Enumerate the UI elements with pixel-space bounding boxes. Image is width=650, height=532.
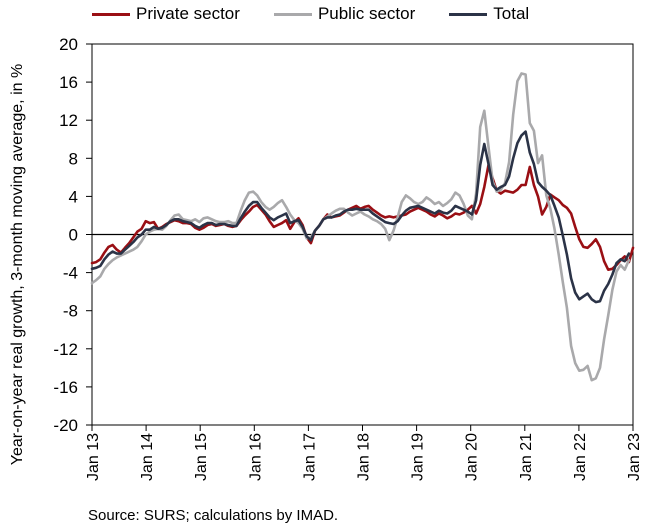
- x-tick-label: Jan 22: [572, 433, 589, 481]
- y-tick-label: 20: [59, 35, 78, 54]
- legend-swatch-total: [449, 12, 488, 16]
- legend-label-public-sector: Public sector: [317, 4, 416, 23]
- chart-legend: Private sector Public sector Total: [92, 4, 529, 24]
- y-axis-title: Year-on-year real growth, 3-month moving…: [9, 64, 26, 465]
- legend-label-total: Total: [493, 4, 530, 23]
- series-line-private-sector: [90, 163, 635, 272]
- x-tick-label: Jan 17: [301, 433, 318, 481]
- y-tick-label: 12: [59, 111, 78, 130]
- legend-label-private-sector: Private sector: [136, 4, 240, 23]
- y-tick-label: 8: [69, 149, 78, 168]
- series-line-public-sector: [90, 72, 631, 382]
- x-tick-label: Jan 18: [356, 433, 373, 481]
- x-tick-label: Jan 16: [247, 433, 264, 481]
- y-tick-label: -4: [63, 264, 78, 283]
- x-tick-label: Jan 21: [518, 433, 535, 481]
- legend-item-private-sector: Private sector: [92, 4, 240, 24]
- series-line-total: [90, 130, 631, 304]
- y-tick-label: 0: [69, 226, 78, 245]
- y-tick-label: 16: [59, 73, 78, 92]
- y-tick-label: -12: [53, 340, 78, 359]
- source-note: Source: SURS; calculations by IMAD.: [88, 507, 339, 524]
- y-tick-label: -16: [53, 378, 78, 397]
- x-tick-label: Jan 13: [85, 433, 102, 481]
- y-tick-label: 4: [69, 187, 78, 206]
- legend-swatch-public-sector: [273, 12, 312, 16]
- legend-item-public-sector: Public sector: [273, 4, 416, 24]
- x-tick-label: Jan 15: [193, 433, 210, 481]
- legend-swatch-private-sector: [92, 12, 130, 16]
- x-tick-label: Jan 14: [139, 433, 156, 481]
- x-tick-label: Jan 19: [410, 433, 427, 481]
- x-tick-label: Jan 23: [626, 433, 643, 481]
- y-tick-label: -20: [53, 416, 78, 435]
- y-tick-label: -8: [63, 302, 78, 321]
- legend-item-total: Total: [449, 4, 529, 24]
- x-tick-label: Jan 20: [464, 433, 481, 481]
